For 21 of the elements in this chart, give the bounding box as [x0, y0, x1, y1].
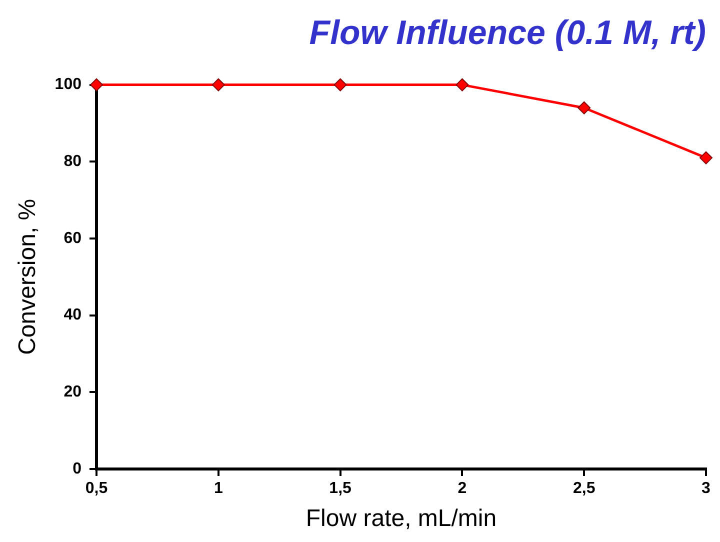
x-tick-label: 1,5: [329, 480, 352, 498]
point: [90, 78, 103, 92]
point: [578, 101, 591, 114]
x-tick-label: 0,5: [85, 480, 108, 498]
point: [334, 78, 347, 92]
chart-title: Flow Influence (0.1 M, rt): [309, 14, 706, 52]
x-tick-label: 1: [214, 480, 223, 498]
y-axis-title: Conversion, %: [14, 198, 42, 355]
point: [456, 78, 469, 92]
point: [212, 78, 225, 92]
x-tick-label: 2,5: [572, 480, 596, 498]
x-tick-label: 2: [458, 480, 467, 498]
y-tick-label: 60: [64, 230, 82, 247]
y-tick-label: 100: [54, 76, 82, 94]
x-tick-label: 3: [702, 480, 711, 498]
y-tick-label: 80: [64, 153, 82, 170]
x-axis-title: Flow rate, mL/min: [306, 505, 497, 532]
y-tick-label: 40: [64, 306, 82, 324]
y-tick-label: 0: [72, 460, 82, 478]
y-tick-label: 20: [64, 384, 82, 401]
point: [700, 151, 712, 164]
